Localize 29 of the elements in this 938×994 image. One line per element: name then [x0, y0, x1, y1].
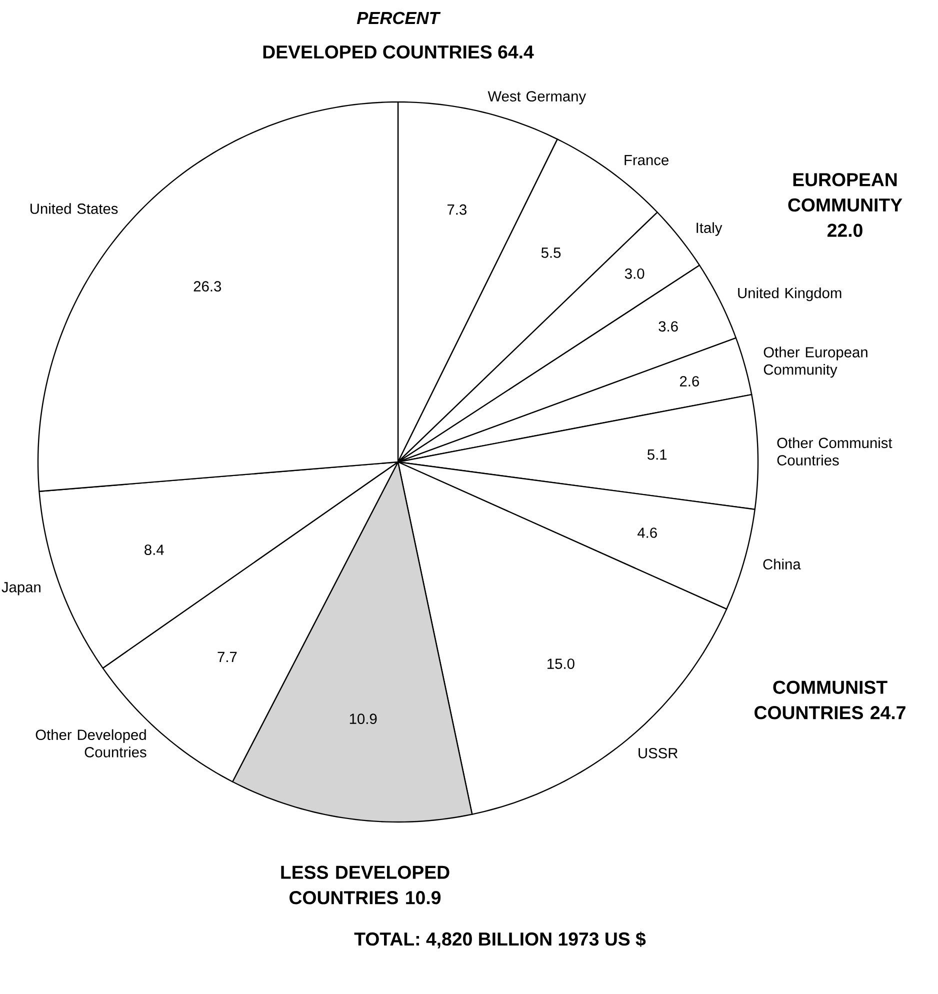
data-label: 15.0: [548, 658, 574, 669]
slice-label: China: [763, 558, 801, 570]
data-label: 8.4: [144, 544, 164, 555]
text: TOTAL: 4,820 BILLION 1973 US $: [354, 932, 646, 948]
slice-label: Other Developed Countries: [36, 729, 146, 758]
slice-label: United Kingdom: [738, 287, 842, 302]
data-label: 26.3: [194, 281, 222, 292]
data-label: 10.9: [350, 714, 377, 724]
text: COMMUNIST COUNTRIES 24.7: [754, 680, 906, 720]
slice-label: Italy: [696, 222, 722, 236]
text: EUROPEAN COMMUNITY 22.0: [788, 173, 902, 237]
text: DEVELOPED COUNTRIES 64.4: [263, 45, 534, 59]
data-label: 7.3: [447, 204, 466, 215]
slice-label: Japan: [2, 582, 40, 596]
data-label: 2.6: [680, 376, 699, 386]
data-label: 5.5: [541, 248, 561, 258]
slice-label: France: [624, 155, 668, 166]
slice-label: United States: [30, 203, 118, 214]
chart-title: PERCENT: [356, 12, 441, 24]
data-label: 5.1: [648, 450, 667, 460]
data-label: 3.0: [624, 268, 644, 279]
data-label: 3.6: [658, 321, 678, 332]
data-label: 4.6: [638, 528, 657, 538]
slice-label: West Germany: [488, 91, 586, 104]
slice-label: Other Communist Countries: [777, 437, 892, 466]
data-label: 7.7: [218, 652, 237, 662]
text: LESS DEVELOPED COUNTRIES 10.9: [281, 866, 450, 904]
slice-label: USSR: [638, 748, 678, 758]
slice-label: Other European Community: [764, 346, 868, 378]
